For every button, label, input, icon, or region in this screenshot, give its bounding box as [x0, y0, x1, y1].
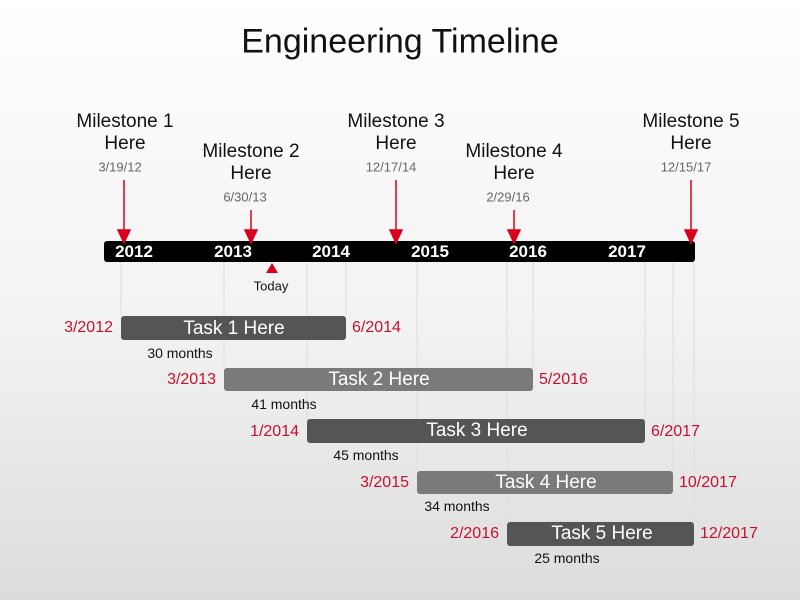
task-bar [507, 522, 694, 546]
task-label: Task 5 Here [551, 523, 653, 544]
year-label: 2012 [115, 242, 153, 261]
milestone-label: Milestone 5 Here [642, 111, 740, 154]
milestone-label: Milestone 3 Here [347, 111, 445, 154]
task-label: Task 4 Here [495, 472, 597, 493]
task-duration: 30 months [147, 345, 213, 361]
task-label: Task 2 Here [328, 369, 430, 390]
today-label: Today [253, 278, 289, 294]
task-bar [417, 471, 673, 494]
milestone-date: 3/19/12 [98, 159, 142, 175]
timeline-bar [104, 241, 695, 262]
task-label: Task 1 Here [183, 318, 285, 339]
today-marker [266, 263, 278, 273]
milestone-date: 12/17/14 [365, 159, 417, 175]
task-end: 5/2016 [539, 371, 588, 388]
guide-lines [120, 262, 695, 522]
task-start: 3/2013 [167, 371, 216, 388]
task-duration: 45 months [333, 447, 399, 463]
milestone-label: Milestone 1 Here [76, 111, 174, 154]
task-start: 2/2016 [450, 525, 499, 542]
task-start: 3/2012 [64, 319, 113, 336]
milestone-arrows [116, 180, 699, 245]
year-label: 2013 [214, 242, 252, 261]
task-end: 6/2017 [651, 423, 700, 440]
task-end: 6/2014 [352, 319, 401, 336]
milestone-date: 2/29/16 [486, 189, 530, 205]
task-bar [307, 419, 645, 443]
task-bar [121, 316, 346, 340]
task-label: Task 3 Here [426, 420, 528, 441]
year-label: 2016 [509, 242, 547, 261]
task-duration: 34 months [424, 498, 490, 514]
task-start: 3/2015 [360, 474, 409, 491]
task-end: 10/2017 [679, 474, 737, 491]
year-label: 2014 [312, 242, 350, 261]
task-end: 12/2017 [700, 525, 758, 542]
title: Engineering Timeline [241, 22, 559, 61]
task-duration: 25 months [534, 550, 600, 566]
milestone-date: 6/30/13 [223, 189, 267, 205]
task-start: 1/2014 [250, 423, 299, 440]
task-duration: 41 months [251, 396, 317, 412]
milestone-label: Milestone 2 Here [202, 141, 300, 184]
milestone-label: Milestone 4 Here [465, 141, 563, 184]
task-bar [224, 368, 533, 391]
milestone-date: 12/15/17 [660, 159, 712, 175]
year-label: 2015 [411, 242, 449, 261]
year-label: 2017 [608, 242, 646, 261]
